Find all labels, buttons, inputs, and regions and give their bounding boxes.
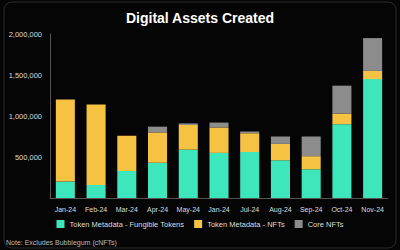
svg-text:Jan-24: Jan-24 [208,206,230,213]
svg-text:Sep-24: Sep-24 [300,206,323,214]
svg-text:Token Metadata - NFTs: Token Metadata - NFTs [207,220,285,229]
svg-text:1,000,000: 1,000,000 [9,112,42,121]
svg-text:Mar-24: Mar-24 [116,206,138,213]
svg-text:Feb-24: Feb-24 [85,206,107,213]
svg-text:2,000,000: 2,000,000 [9,30,42,39]
svg-text:May-24: May-24 [177,206,200,214]
svg-text:Jan-24: Jan-24 [55,206,77,213]
svg-text:1,500,000: 1,500,000 [9,71,42,80]
svg-text:Note: Excludes Bubblegum (cNFT: Note: Excludes Bubblegum (cNFTs) [6,239,117,247]
svg-text:Digital Assets Created: Digital Assets Created [126,10,274,26]
svg-text:Nov-24: Nov-24 [361,206,384,213]
svg-text:500,000: 500,000 [15,153,42,162]
svg-text:Aug-24: Aug-24 [269,206,292,214]
svg-text:Oct-24: Oct-24 [331,206,352,213]
svg-text:Jul-24: Jul-24 [240,206,259,213]
svg-text:Token Metadata - Fungible Toke: Token Metadata - Fungible Tokens [69,220,184,229]
svg-text:Core NFTs: Core NFTs [308,220,344,229]
svg-text:Apr-24: Apr-24 [147,206,168,214]
